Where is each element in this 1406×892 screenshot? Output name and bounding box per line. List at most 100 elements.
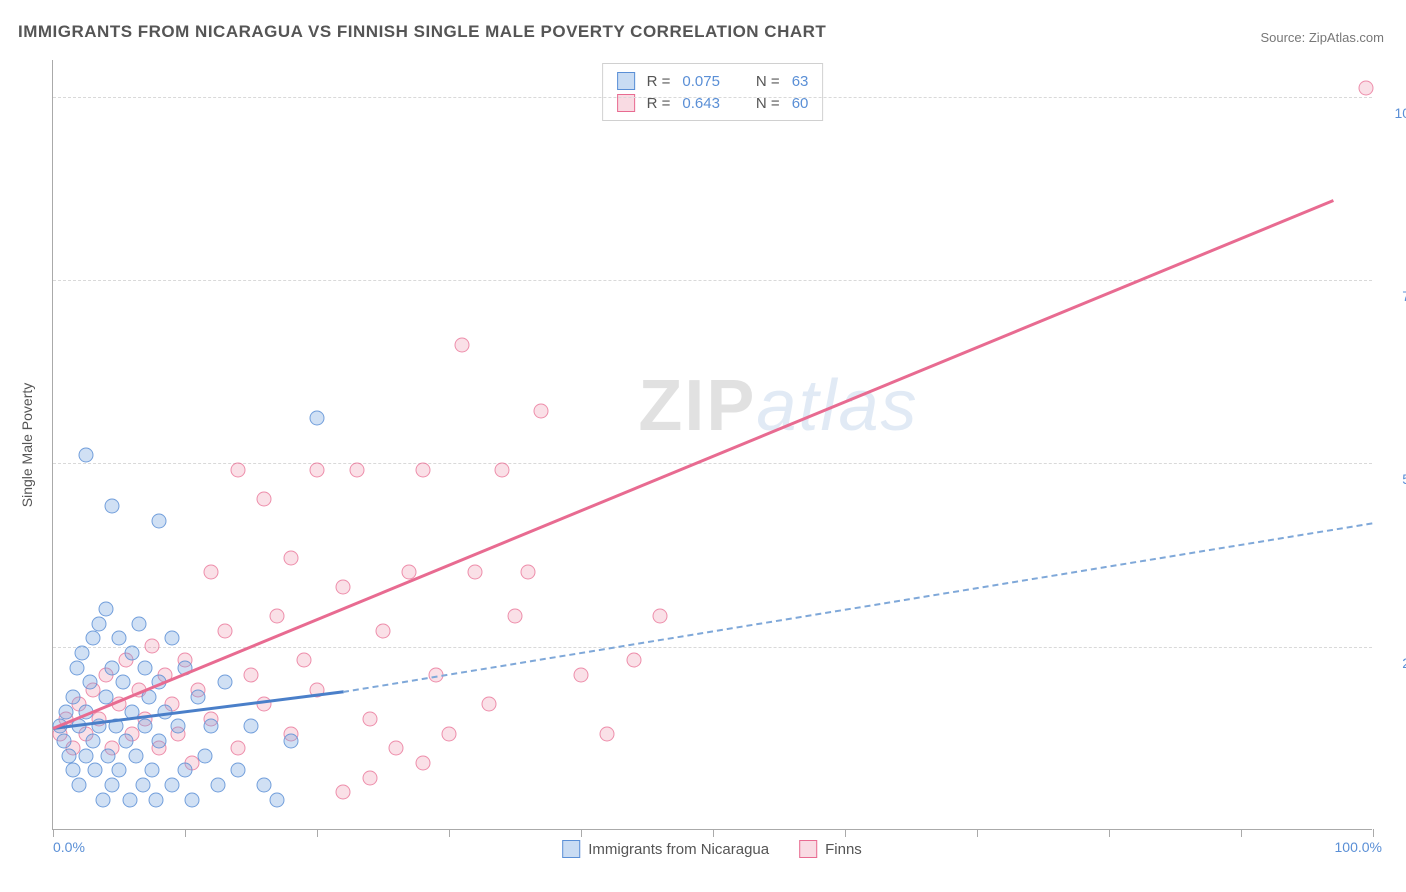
correlation-legend: R = 0.075 N = 63 R = 0.643 N = 60: [602, 63, 824, 121]
data-point: [112, 763, 127, 778]
data-point: [65, 763, 80, 778]
data-point: [191, 690, 206, 705]
data-point: [69, 660, 84, 675]
data-point: [59, 704, 74, 719]
data-point: [75, 646, 90, 661]
data-point: [145, 638, 160, 653]
x-tick: [317, 829, 318, 837]
data-point: [135, 778, 150, 793]
data-point: [494, 462, 509, 477]
x-tick: [713, 829, 714, 837]
data-point: [164, 778, 179, 793]
data-point: [283, 550, 298, 565]
x-tick-label: 100.0%: [1335, 839, 1382, 855]
data-point: [653, 609, 668, 624]
data-point: [244, 719, 259, 734]
data-point: [336, 580, 351, 595]
data-point: [336, 785, 351, 800]
n-value-blue: 63: [792, 73, 809, 90]
data-point: [129, 748, 144, 763]
data-point: [204, 719, 219, 734]
data-point: [283, 734, 298, 749]
data-point: [310, 462, 325, 477]
data-point: [362, 712, 377, 727]
data-point: [105, 660, 120, 675]
n-label: N =: [756, 73, 780, 90]
data-point: [415, 462, 430, 477]
data-point: [96, 792, 111, 807]
x-tick: [977, 829, 978, 837]
data-point: [61, 748, 76, 763]
data-point: [92, 616, 107, 631]
swatch-blue: [617, 72, 635, 90]
series-label-pink: Finns: [825, 841, 862, 858]
data-point: [349, 462, 364, 477]
data-point: [455, 338, 470, 353]
data-point: [574, 668, 589, 683]
x-tick: [845, 829, 846, 837]
data-point: [521, 565, 536, 580]
chart-area: Single Male Poverty ZIPatlas R = 0.075 N…: [52, 60, 1372, 830]
data-point: [230, 741, 245, 756]
legend-item-blue: Immigrants from Nicaragua: [562, 840, 769, 858]
data-point: [270, 609, 285, 624]
swatch-blue: [562, 840, 580, 858]
chart-title: IMMIGRANTS FROM NICARAGUA VS FINNISH SIN…: [18, 22, 826, 42]
source-link[interactable]: ZipAtlas.com: [1309, 30, 1384, 45]
watermark-zip: ZIP: [638, 366, 756, 446]
data-point: [626, 653, 641, 668]
x-tick: [449, 829, 450, 837]
data-point: [65, 690, 80, 705]
data-point: [310, 411, 325, 426]
series-legend: Immigrants from Nicaragua Finns: [562, 840, 862, 858]
series-label-blue: Immigrants from Nicaragua: [588, 841, 769, 858]
data-point: [230, 763, 245, 778]
data-point: [211, 778, 226, 793]
data-point: [88, 763, 103, 778]
data-point: [85, 631, 100, 646]
data-point: [151, 514, 166, 529]
data-point: [244, 668, 259, 683]
data-point: [217, 675, 232, 690]
data-point: [270, 792, 285, 807]
data-point: [79, 748, 94, 763]
y-axis-label: Single Male Poverty: [19, 382, 35, 507]
x-tick-label: 0.0%: [53, 839, 85, 855]
legend-row-blue: R = 0.075 N = 63: [617, 70, 809, 92]
data-point: [230, 462, 245, 477]
r-value-blue: 0.075: [682, 73, 720, 90]
data-point: [600, 726, 615, 741]
swatch-pink: [799, 840, 817, 858]
source-prefix: Source:: [1260, 30, 1308, 45]
gridline-h: [53, 463, 1372, 464]
data-point: [98, 602, 113, 617]
trend-line: [343, 522, 1373, 693]
data-point: [112, 631, 127, 646]
data-point: [178, 763, 193, 778]
data-point: [138, 660, 153, 675]
data-point: [79, 448, 94, 463]
plot-region: Single Male Poverty ZIPatlas R = 0.075 N…: [52, 60, 1372, 830]
y-tick-label: 100.0%: [1395, 105, 1406, 121]
data-point: [415, 756, 430, 771]
data-point: [481, 697, 496, 712]
data-point: [122, 792, 137, 807]
r-label: R =: [647, 73, 671, 90]
data-point: [508, 609, 523, 624]
gridline-h: [53, 280, 1372, 281]
data-point: [118, 734, 133, 749]
data-point: [125, 646, 140, 661]
x-tick: [185, 829, 186, 837]
data-point: [184, 792, 199, 807]
data-point: [105, 778, 120, 793]
data-point: [217, 624, 232, 639]
data-point: [151, 734, 166, 749]
data-point: [56, 734, 71, 749]
x-tick: [581, 829, 582, 837]
legend-item-pink: Finns: [799, 840, 862, 858]
data-point: [1359, 81, 1374, 96]
x-tick: [1373, 829, 1374, 837]
data-point: [296, 653, 311, 668]
x-tick: [1109, 829, 1110, 837]
y-tick-label: 25.0%: [1402, 655, 1406, 671]
